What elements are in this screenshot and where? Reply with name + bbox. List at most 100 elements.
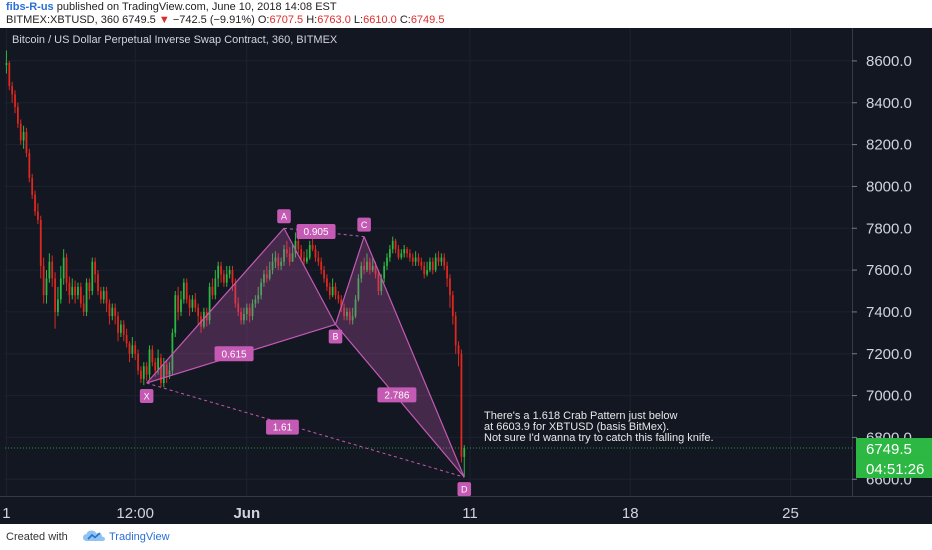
candle-body [59, 278, 62, 300]
candle-body [79, 286, 82, 304]
candle-body [145, 366, 148, 375]
candle-body [162, 364, 165, 384]
candle [423, 261, 426, 279]
pattern-point-a-box [277, 209, 291, 224]
candle-body [368, 261, 371, 271]
candle [19, 119, 22, 145]
candle [94, 257, 97, 283]
candle-body [403, 249, 406, 254]
candle [420, 257, 423, 271]
candle [145, 362, 148, 381]
candle-body [380, 278, 383, 292]
candle-body [346, 311, 348, 317]
candle [177, 286, 180, 321]
price-change: −742.5 (−9.91%) [172, 14, 255, 26]
candle-body [134, 345, 137, 354]
price-chart[interactable]: 8600.0 8400.0 8200.0 8000.0 7800.0 7600.0 7400… [0, 28, 932, 524]
pattern-point-b-box [328, 329, 343, 344]
pattern-ratio-label: 0.905 [296, 223, 336, 239]
candle [14, 90, 16, 114]
candle-body [314, 249, 317, 258]
candle-body [305, 257, 308, 262]
candle-body [154, 362, 157, 371]
candle-body [19, 123, 22, 141]
candle-body [320, 261, 323, 271]
candle [151, 345, 154, 367]
price-tick-label: 7600.0 [866, 262, 912, 279]
candle-body [54, 278, 56, 312]
pattern-point-d-text: D [461, 484, 468, 494]
candle-body [260, 282, 262, 296]
tradingview-brand[interactable]: TradingView [109, 531, 170, 543]
candle [111, 303, 114, 321]
candle [194, 293, 197, 312]
candle-body [343, 307, 345, 317]
pattern-point-x: X [139, 389, 154, 404]
candle-body [420, 261, 423, 266]
candle-body [16, 106, 19, 124]
time-tick-label: Jun [233, 505, 260, 522]
candle-body [62, 257, 65, 279]
symbol-label: BITMEX:XBTUSD, 360 [6, 14, 120, 26]
candle-body [188, 299, 191, 308]
candle [460, 349, 463, 463]
candle [277, 253, 280, 271]
author-name[interactable]: fibs-R-us [6, 1, 54, 13]
candle [114, 303, 117, 325]
candle [165, 360, 168, 384]
candle [102, 286, 105, 304]
candle [303, 251, 305, 266]
candle-body [85, 282, 88, 312]
low-value: 6610.0 [363, 14, 397, 26]
high-value: 6763.0 [317, 14, 351, 26]
candle [68, 276, 71, 304]
candle [409, 249, 411, 262]
candle [182, 278, 185, 304]
candle-body [451, 295, 454, 317]
candle [431, 257, 434, 275]
candle-body [300, 249, 303, 258]
candle [388, 244, 391, 262]
candle [429, 257, 431, 273]
candle [457, 341, 460, 367]
price-tick-label: 7200.0 [866, 346, 912, 363]
candle [446, 261, 448, 287]
candle-body [374, 265, 377, 275]
candle-body [74, 286, 76, 296]
candle-body [277, 257, 280, 266]
candle [5, 50, 8, 74]
candle [294, 232, 297, 258]
candle-body [323, 270, 325, 279]
candle-body [102, 291, 105, 300]
candle-body [157, 357, 159, 371]
candle-body [348, 311, 351, 321]
candle [348, 307, 351, 325]
candle [368, 257, 371, 275]
candle [343, 303, 345, 321]
candle-body [285, 249, 288, 254]
candle-body [331, 286, 334, 296]
candle-body [37, 211, 39, 220]
candle [320, 257, 323, 275]
candle [225, 265, 228, 287]
open-label: O: [257, 14, 270, 26]
candle-body [160, 357, 162, 384]
pattern-ratio-label-text: 1.61 [273, 423, 293, 434]
candle [346, 307, 348, 321]
candle [148, 345, 151, 379]
candle [59, 265, 62, 304]
last-price-label: 6749.5 [856, 437, 932, 458]
candle-body [128, 343, 131, 354]
pattern-point-d-box [457, 482, 472, 497]
candle-body [151, 349, 154, 363]
pattern-ratio-label: 1.61 [266, 419, 299, 435]
pattern-point-b-text: B [332, 332, 338, 342]
candle [451, 291, 454, 325]
candle [22, 125, 25, 149]
pattern-point-x-text: X [144, 391, 150, 401]
candle-body [185, 282, 188, 300]
candle [137, 349, 139, 375]
candle [248, 303, 251, 323]
chart-area[interactable]: 8600.0 8400.0 8200.0 8000.0 7800.0 7600.0 7400… [0, 28, 932, 524]
candle-body [243, 314, 245, 321]
